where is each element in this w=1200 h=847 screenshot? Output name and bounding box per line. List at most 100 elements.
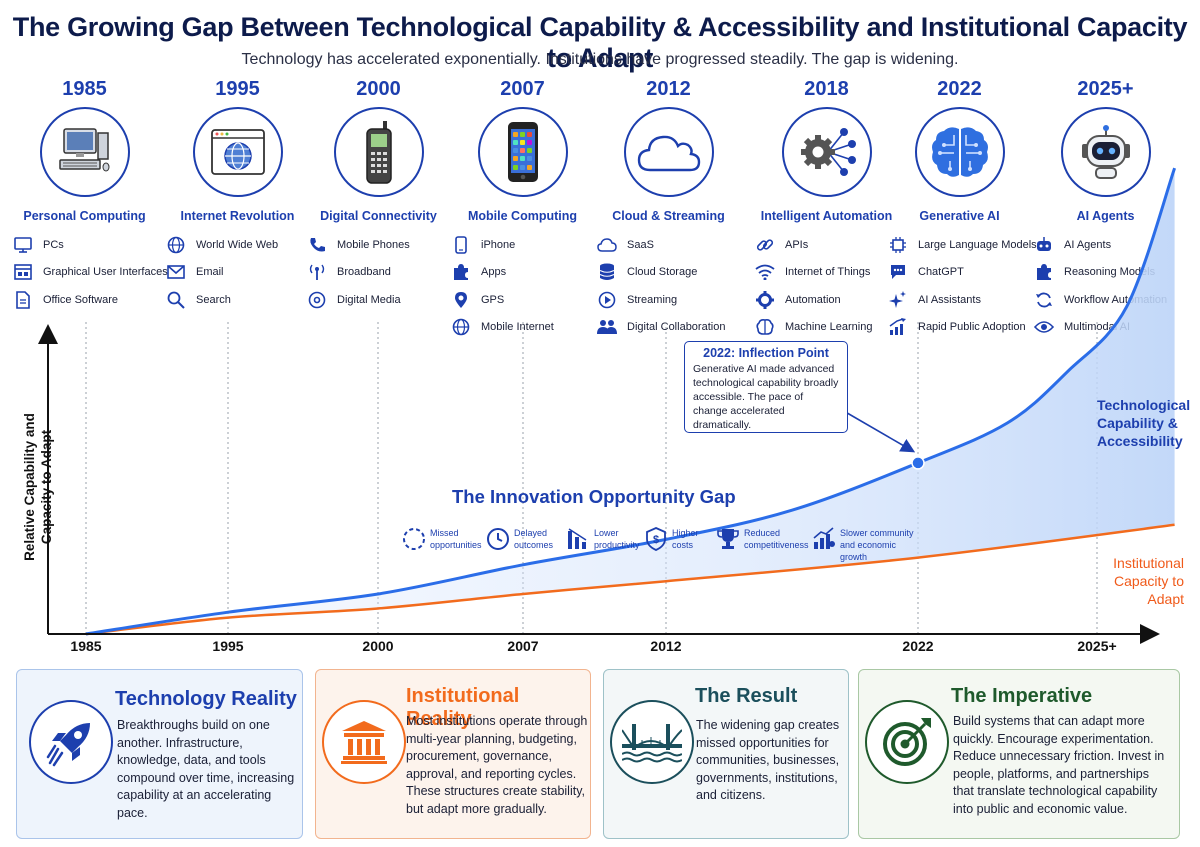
era-year: 2022 [937,78,982,100]
x-tick-label: 2025+ [1077,638,1117,654]
x-tick-label: 2000 [362,638,394,654]
item-label: PCs [43,238,64,251]
card-title: The Result [695,685,798,707]
list-item: Digital Collaboration [596,314,741,342]
x-tick-label: 2022 [902,638,934,654]
gap-item-label: Higher costs [672,528,699,550]
svg-text:$: $ [653,534,659,546]
growth-chart-icon [813,527,835,549]
gap-item-label: Reduced competitiveness [744,528,809,550]
iphone-icon [450,235,472,254]
list-item: Digital Media [306,286,451,314]
inflection-point-marker [911,456,925,470]
era-year: 2007 [500,78,545,100]
callout-arrow [841,409,916,453]
sparkle-icon [887,290,909,309]
chat-icon [887,263,909,281]
page-subtitle: Technology has accelerated exponentially… [241,51,959,68]
dashed-circle-icon [403,528,425,550]
callout-body: Generative AI made advanced technologica… [693,363,839,431]
link-icon [754,236,776,254]
gap-area [86,168,1175,634]
refresh-icon [1033,291,1055,309]
item-label: Automation [785,293,841,306]
institutional-capacity-line [85,523,1175,636]
gap-item: Reduced competitiveness [716,527,810,551]
item-label: Office Software [43,293,118,306]
cloud-icon [596,236,618,254]
item-label: Machine Learning [785,321,873,334]
bridge-icon [610,700,694,784]
item-label: Graphical User Interfaces [43,266,168,279]
item-label: Large Language Models [918,238,1037,251]
list-item: APIs [754,231,899,259]
gap-title: The Innovation Opportunity Gap [452,486,736,507]
list-item: PCs [12,231,157,259]
brain-icon [754,318,776,336]
page-title: The Growing Gap Between Technological Ca… [12,12,1188,73]
item-label: ChatGPT [918,266,964,279]
era-year: 2025+ [1077,78,1134,100]
item-label: SaaS [627,238,654,251]
era-year: 1985 [62,78,107,100]
item-label: Apps [481,266,507,279]
gap-item-label: Slower community and economic growth [840,528,914,562]
item-label: iPhone [481,238,516,251]
era-2018: 2018 Intelligent Automation APIs Interne… [754,78,899,341]
location-pin-icon [450,291,472,309]
list-item: iPhone [450,231,595,259]
list-item: Graphical User Interfaces [12,259,168,287]
list-item: Reasoning Models [1033,259,1178,287]
item-label: Reasoning Models [1064,266,1156,279]
robot-icon [1033,236,1055,254]
item-label: Digital Collaboration [627,321,726,334]
disc-icon [306,291,328,309]
gap-item-label: Missed opportunities [430,528,482,550]
item-label: APIs [785,238,809,251]
card-text: Most institutions operate through multi-… [406,714,588,816]
item-label: World Wide Web [196,238,279,251]
x-tick-label: 1985 [70,638,102,654]
ai-brain-icon [914,107,1005,197]
bar-chart-down-icon [568,528,587,549]
list-item: AI Assistants [887,286,1032,314]
smartphone-icon [477,107,568,197]
era-2025: 2025+ AI Agents AI Agents Reasoning Mode… [1033,78,1178,341]
era-name: Cloud & Streaming [612,209,725,223]
gap-item-label: Lower productivity [594,528,640,550]
gear-network-icon [781,107,872,197]
list-item: Automation [754,286,899,314]
x-tick-label: 2012 [650,638,682,654]
card-title: Institutional Reality [406,685,520,730]
list-item: Internet of Things [754,259,899,287]
item-label: Cloud Storage [627,266,698,279]
trend-up-icon [887,318,909,336]
item-label: Digital Media [337,293,401,306]
list-item: Mobile Phones [306,231,451,259]
card-text: The widening gap creates missed opportun… [696,718,840,802]
card-text: Breakthroughs build on one another. Infr… [117,718,295,820]
card-title: Technology Reality [115,688,297,710]
the-imperative-card: The Imperative Build systems that can ad… [858,669,1180,839]
item-label: Rapid Public Adoption [918,321,1026,334]
browser-globe-icon [192,107,283,197]
era-year: 2018 [804,78,849,100]
label-line: Accessibility [1097,433,1183,449]
gap-item: Lower productivity [566,527,644,551]
item-label: Streaming [627,293,678,306]
robot-icon [1060,107,1151,197]
list-item: Apps [450,259,595,287]
era-name: Intelligent Automation [760,209,893,223]
the-result-card: The Result The widening gap creates miss… [603,669,849,839]
puzzle-icon [1033,263,1055,281]
era-year: 1995 [215,78,260,100]
gap-item: Slower community and economic growth [812,527,916,563]
callout-title: 2022: Inflection Point [703,346,829,360]
era-1985: 1985 Personal Computing PCs Graphical Us… [12,78,168,314]
list-item: Machine Learning [754,314,899,342]
clock-icon [487,528,509,550]
era-1995: 1995 Internet Revolution World Wide Web … [165,78,310,314]
card-title: The Imperative [951,685,1093,707]
institutional-reality-card: Institutional Reality Most institutions … [315,669,591,839]
inflection-callout: 2022: Inflection Point Generative AI mad… [684,341,848,433]
